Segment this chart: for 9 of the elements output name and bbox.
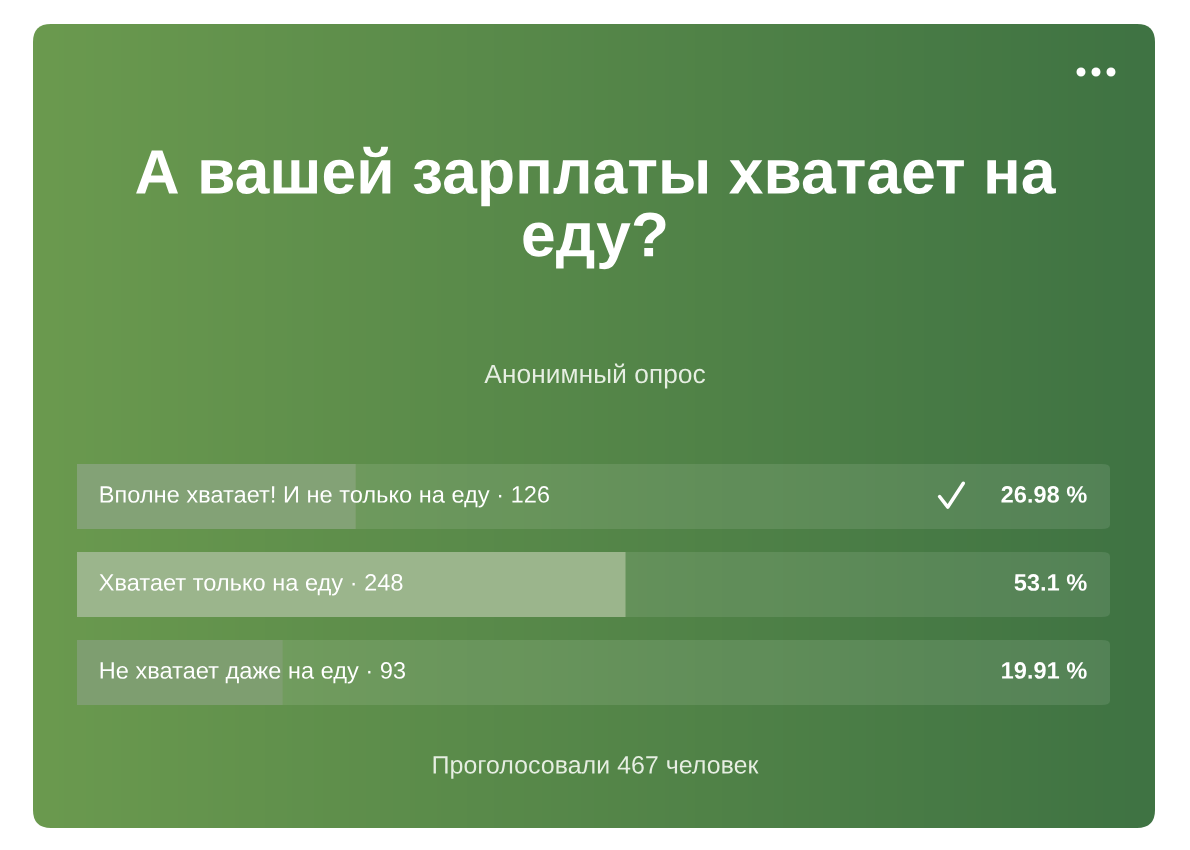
data-label: 26.98 % xyxy=(1001,486,1087,503)
chart-subtitle: Анонимный опрос xyxy=(484,363,706,389)
data-label: 53.1 % xyxy=(1014,574,1087,591)
y-tick-label: Вполне хватает! И не только на еду · 126 xyxy=(100,486,549,508)
y-tick-label: Хватает только на еду · 248 xyxy=(99,574,403,596)
y-tick-label: Не хватает даже на еду · 93 xyxy=(100,662,406,684)
text: Проголосовали 467 человек xyxy=(433,756,759,779)
data-label: 19.91 % xyxy=(1002,662,1087,679)
chart-title: А вашей зарплаты хватает на еду? xyxy=(136,146,1056,270)
